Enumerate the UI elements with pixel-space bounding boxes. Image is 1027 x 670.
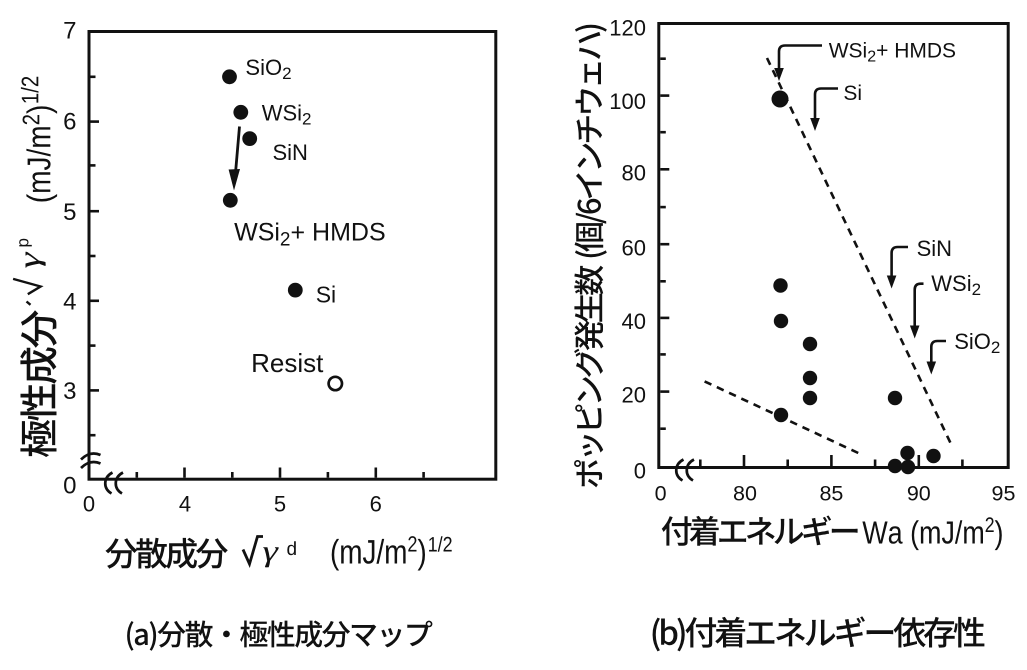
svg-text:85: 85 [819, 482, 843, 506]
svg-text:5: 5 [63, 199, 76, 226]
svg-text:Si: Si [843, 82, 862, 105]
svg-text:6: 6 [370, 491, 382, 516]
svg-text:100: 100 [609, 89, 646, 114]
svg-text:SiO2: SiO2 [954, 329, 1000, 357]
svg-text:0: 0 [655, 482, 667, 506]
svg-text:SiO2: SiO2 [245, 55, 291, 83]
svg-text:Resist: Resist [251, 348, 324, 378]
svg-text:5: 5 [274, 491, 286, 516]
svg-text:Si: Si [316, 282, 336, 308]
svg-text:7: 7 [63, 18, 76, 45]
svg-text:WSi2: WSi2 [262, 101, 312, 129]
svg-text:SiN: SiN [273, 140, 308, 165]
svg-text:WSi2: WSi2 [931, 271, 981, 299]
svg-text:4: 4 [179, 491, 191, 516]
svg-text:80: 80 [733, 482, 757, 506]
svg-text:0: 0 [634, 458, 646, 483]
svg-text:95: 95 [992, 482, 1016, 506]
svg-text:80: 80 [622, 160, 646, 185]
svg-text:WSi2+ HMDS: WSi2+ HMDS [829, 40, 956, 66]
svg-text:0: 0 [63, 473, 76, 500]
svg-text:4: 4 [63, 288, 76, 315]
svg-text:SiN: SiN [917, 236, 952, 261]
svg-text:60: 60 [622, 235, 646, 260]
svg-text:120: 120 [609, 15, 646, 40]
svg-text:40: 40 [622, 309, 646, 334]
svg-text:0: 0 [83, 491, 95, 516]
svg-text:90: 90 [907, 482, 931, 506]
svg-text:6: 6 [63, 109, 76, 136]
svg-text:20: 20 [622, 382, 646, 407]
svg-text:WSi2+ HMDS: WSi2+ HMDS [234, 219, 386, 251]
svg-text:3: 3 [63, 378, 76, 405]
